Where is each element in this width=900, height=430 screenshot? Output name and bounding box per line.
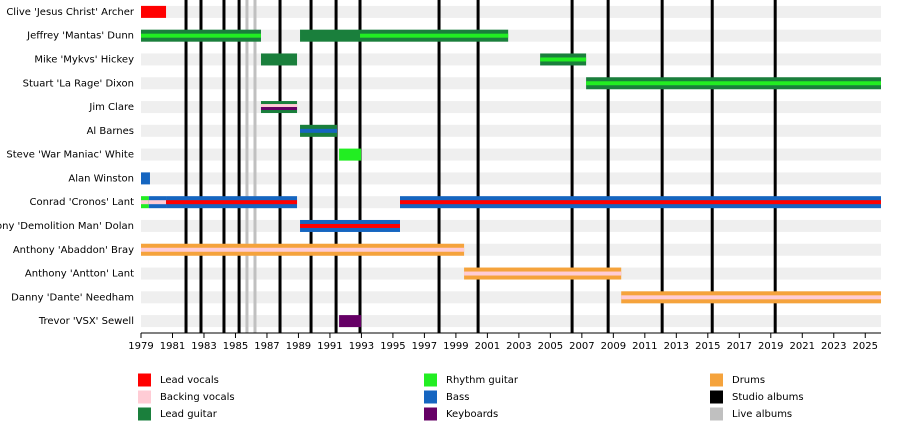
x-tick-label: 2001 — [475, 341, 500, 352]
x-tick-label: 2017 — [727, 341, 752, 352]
x-tick-label: 2019 — [758, 341, 783, 352]
member-label: Al Barnes — [87, 126, 134, 137]
member-label: Conrad 'Cronos' Lant — [30, 197, 135, 208]
legend-label: Rhythm guitar — [446, 375, 519, 386]
legend-label: Lead vocals — [160, 375, 219, 386]
x-tick-label: 2007 — [569, 341, 594, 352]
x-tick-label: 1985 — [223, 341, 248, 352]
x-tick-label: 2023 — [821, 341, 846, 352]
role-stripe — [141, 200, 149, 205]
member-label: Mike 'Mykvs' Hickey — [34, 54, 134, 65]
role-stripe — [141, 247, 465, 252]
role-stripe — [148, 200, 167, 205]
member-label: Steve 'War Maniac' White — [6, 150, 134, 161]
member-label: Alan Winston — [68, 173, 134, 184]
legend-label: Keyboards — [446, 409, 498, 420]
x-tick-label: 1987 — [254, 341, 279, 352]
legend-swatch — [710, 390, 723, 404]
x-tick-label: 1989 — [286, 341, 311, 352]
role-stripe — [540, 57, 587, 62]
x-tick-label: 2015 — [695, 341, 720, 352]
legend-swatch — [424, 390, 437, 404]
x-tick-label: 2009 — [601, 341, 626, 352]
legend-label: Lead guitar — [160, 409, 218, 420]
member-bar — [141, 5, 167, 18]
row-band — [141, 315, 881, 328]
legend-swatch — [424, 407, 437, 421]
role-stripe — [300, 223, 400, 228]
legend-swatch — [710, 407, 723, 421]
x-tick-label: 2005 — [538, 341, 563, 352]
role-stripe — [260, 104, 298, 108]
member-label: Trevor 'VSX' Sewell — [38, 316, 134, 327]
legend-label: Live albums — [732, 409, 792, 420]
member-bar — [339, 148, 362, 161]
row-band — [141, 148, 881, 161]
x-tick-label: 2003 — [506, 341, 531, 352]
row-band — [141, 172, 881, 185]
member-label: Danny 'Dante' Needham — [11, 292, 134, 303]
member-label: Stuart 'La Rage' Dixon — [23, 78, 134, 89]
role-stripe — [300, 128, 338, 133]
x-tick-label: 1991 — [317, 341, 342, 352]
member-bar — [300, 29, 361, 42]
x-tick-label: 1999 — [443, 341, 468, 352]
role-stripe — [166, 200, 298, 205]
row-band — [141, 5, 881, 18]
role-stripe — [141, 33, 261, 38]
legend-swatch — [138, 390, 151, 404]
legend-label: Backing vocals — [160, 392, 235, 403]
member-label: Clive 'Jesus Christ' Archer — [6, 7, 135, 18]
legend-swatch — [138, 373, 151, 387]
role-stripe — [621, 295, 881, 300]
x-tick-label: 2021 — [790, 341, 815, 352]
row-band — [141, 53, 881, 66]
role-stripe — [586, 81, 881, 86]
row-band — [141, 101, 881, 114]
x-tick-label: 2013 — [664, 341, 689, 352]
member-label: Anthony 'Antton' Lant — [25, 269, 134, 280]
role-stripe — [260, 107, 298, 111]
role-stripe — [360, 33, 509, 38]
legend-swatch — [138, 407, 151, 421]
member-label: Tony 'Demolition Man' Dolan — [0, 221, 134, 232]
x-tick-label: 2011 — [632, 341, 657, 352]
legend-swatch — [424, 373, 437, 387]
x-tick-label: 1997 — [412, 341, 437, 352]
x-tick-label: 1993 — [349, 341, 374, 352]
member-label: Jim Clare — [88, 102, 134, 113]
role-stripe — [464, 271, 622, 276]
role-stripe — [400, 200, 881, 205]
legend-label: Studio albums — [732, 392, 804, 403]
member-label: Jeffrey 'Mantas' Dunn — [26, 31, 134, 42]
member-bar — [141, 172, 150, 185]
x-tick-label: 1981 — [160, 341, 185, 352]
x-tick-label: 1979 — [128, 341, 153, 352]
x-tick-label: 1983 — [191, 341, 216, 352]
legend-label: Drums — [732, 375, 765, 386]
member-bar — [339, 315, 362, 328]
x-tick-label: 2025 — [853, 341, 878, 352]
legend-label: Bass — [446, 392, 469, 403]
legend-swatch — [710, 373, 723, 387]
row-band — [141, 124, 881, 137]
member-bar — [260, 53, 298, 66]
row-band — [141, 219, 881, 232]
member-label: Anthony 'Abaddon' Bray — [13, 245, 134, 256]
x-tick-label: 1995 — [380, 341, 405, 352]
